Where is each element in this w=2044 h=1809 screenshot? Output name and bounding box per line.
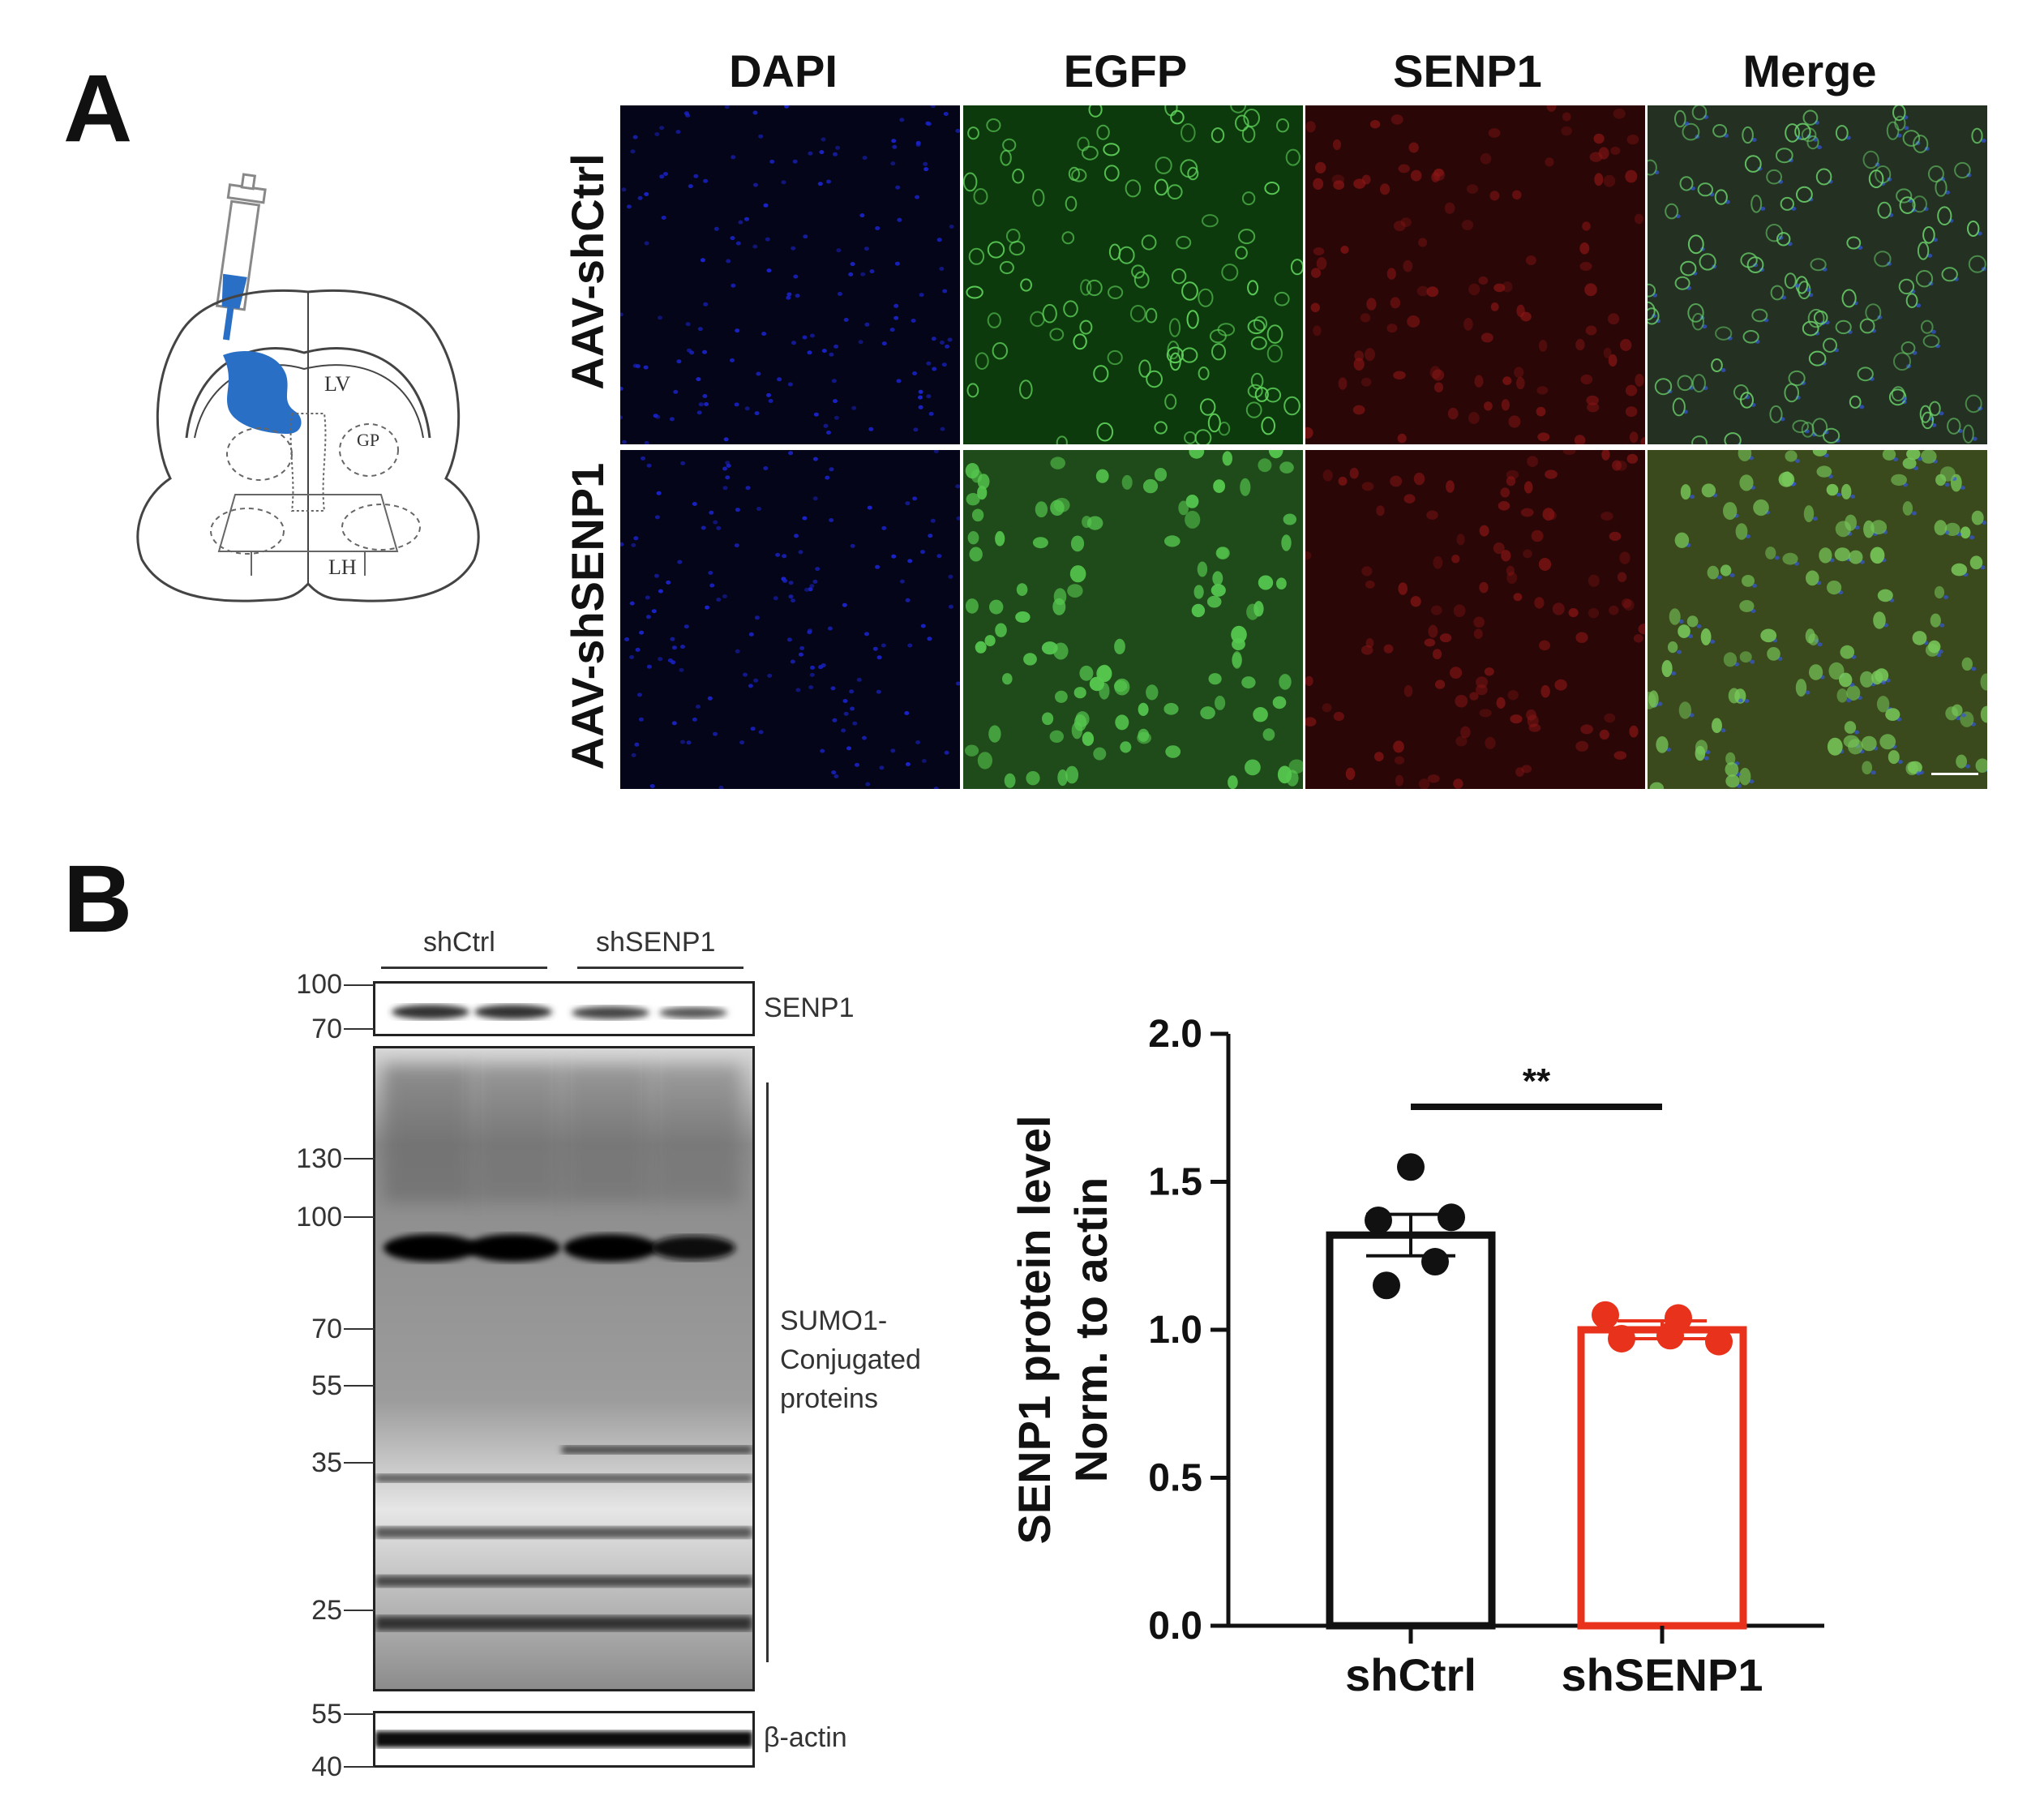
data-point — [1438, 1203, 1465, 1232]
mw-tick — [344, 1610, 375, 1611]
data-point — [1365, 1206, 1392, 1234]
wb-group-line-shsenp1 — [577, 967, 743, 969]
mw-tick — [344, 1158, 375, 1160]
mw-tick — [344, 1216, 375, 1218]
y-tick-label: 1.0 — [1148, 1309, 1202, 1352]
row-header-shctrl: AAV-shCtrl — [562, 153, 613, 390]
wb-actin-bands — [375, 1731, 752, 1747]
label-lv: LV — [324, 372, 350, 396]
wb-sumo1-blot — [373, 1046, 755, 1691]
mw-tick — [344, 1766, 375, 1768]
scale-bar — [1931, 773, 1978, 775]
wb-actin-blot — [373, 1711, 755, 1768]
bar-shctrl — [1326, 1231, 1496, 1630]
y-axis-label: Norm. to actin — [1065, 1177, 1116, 1482]
data-point — [1397, 1153, 1425, 1181]
wb-group-shsenp1: shSENP1 — [596, 927, 716, 958]
wb-sumo1-bands — [375, 1048, 752, 1689]
y-tick-label: 0.5 — [1148, 1457, 1202, 1500]
mw-actin-55: 55 — [311, 1699, 342, 1730]
data-point — [1373, 1271, 1400, 1300]
micrograph-merge-shctrl — [1648, 105, 1987, 444]
micrograph-dapi-shctrl — [620, 105, 960, 444]
mw-sumo1-70: 70 — [311, 1314, 342, 1344]
bar-shsenp1 — [1577, 1326, 1747, 1630]
mw-sumo1-55: 55 — [311, 1370, 342, 1401]
mw-senp1-70: 70 — [311, 1014, 342, 1044]
mw-tick — [344, 984, 375, 986]
data-point — [1705, 1327, 1733, 1356]
wb-group-line-shctrl — [381, 967, 547, 969]
micrograph-merge-shsenp1 — [1648, 450, 1987, 789]
label-lh: LH — [328, 555, 357, 579]
mw-tick — [344, 1385, 375, 1387]
mw-senp1-100: 100 — [296, 969, 342, 1000]
label-gp: GP — [357, 430, 379, 450]
col-header-egfp: EGFP — [1063, 45, 1188, 96]
data-point — [1656, 1322, 1684, 1350]
mw-sumo1-130: 130 — [296, 1143, 342, 1174]
col-header-merge: Merge — [1742, 45, 1877, 96]
significance-label: ** — [1523, 1061, 1551, 1101]
micrograph-egfp-shsenp1 — [963, 450, 1303, 789]
mw-sumo1-100: 100 — [296, 1202, 342, 1232]
wb-senp1-bands — [392, 1005, 727, 1019]
mw-sumo1-35: 35 — [311, 1447, 342, 1478]
mw-tick — [344, 1462, 375, 1464]
panel-b-letter: B — [63, 846, 133, 953]
x-tick-label: shCtrl — [1345, 1649, 1476, 1700]
senp1-bar-chart: 0.0 0.5 1.0 1.5 2.0 SENP1 protein level Norm. … — [1009, 1013, 1824, 1700]
wb-label-actin: β-actin — [764, 1722, 847, 1753]
col-header-senp1: SENP1 — [1393, 45, 1542, 96]
wb-sumo1-bracket — [766, 1082, 769, 1662]
data-point — [1592, 1301, 1619, 1329]
mw-tick — [344, 1328, 375, 1330]
mw-actin-40: 40 — [311, 1751, 342, 1782]
wb-senp1-blot — [373, 981, 755, 1036]
micrograph-senp1-shsenp1 — [1305, 450, 1645, 789]
mw-tick — [344, 1028, 375, 1030]
row-header-shsenp1: AAV-shSENP1 — [562, 462, 613, 770]
mw-tick — [344, 1713, 375, 1715]
syringe-icon — [215, 173, 267, 341]
brain-injection-diagram: LV GP LH — [136, 173, 480, 602]
wb-group-shctrl: shCtrl — [423, 927, 495, 958]
data-point — [1608, 1324, 1635, 1352]
y-tick-label: 1.5 — [1148, 1161, 1202, 1204]
wb-label-sumo1: SUMO1- Conjugated proteins — [780, 1305, 921, 1414]
wb-label-senp1: SENP1 — [764, 992, 855, 1023]
mw-sumo1-25: 25 — [311, 1595, 342, 1626]
micrograph-dapi-shsenp1 — [620, 450, 960, 789]
y-tick-label: 0.0 — [1148, 1605, 1202, 1648]
data-point — [1421, 1248, 1449, 1276]
col-header-dapi: DAPI — [729, 45, 838, 96]
micrograph-senp1-shctrl — [1305, 105, 1645, 444]
injection-site — [223, 351, 302, 434]
y-tick-label: 2.0 — [1148, 1013, 1202, 1056]
y-axis-label: SENP1 protein level — [1009, 1115, 1060, 1544]
panel-a-letter: A — [63, 55, 133, 162]
x-tick-label: shSENP1 — [1562, 1649, 1763, 1700]
micrograph-egfp-shctrl — [963, 105, 1303, 444]
